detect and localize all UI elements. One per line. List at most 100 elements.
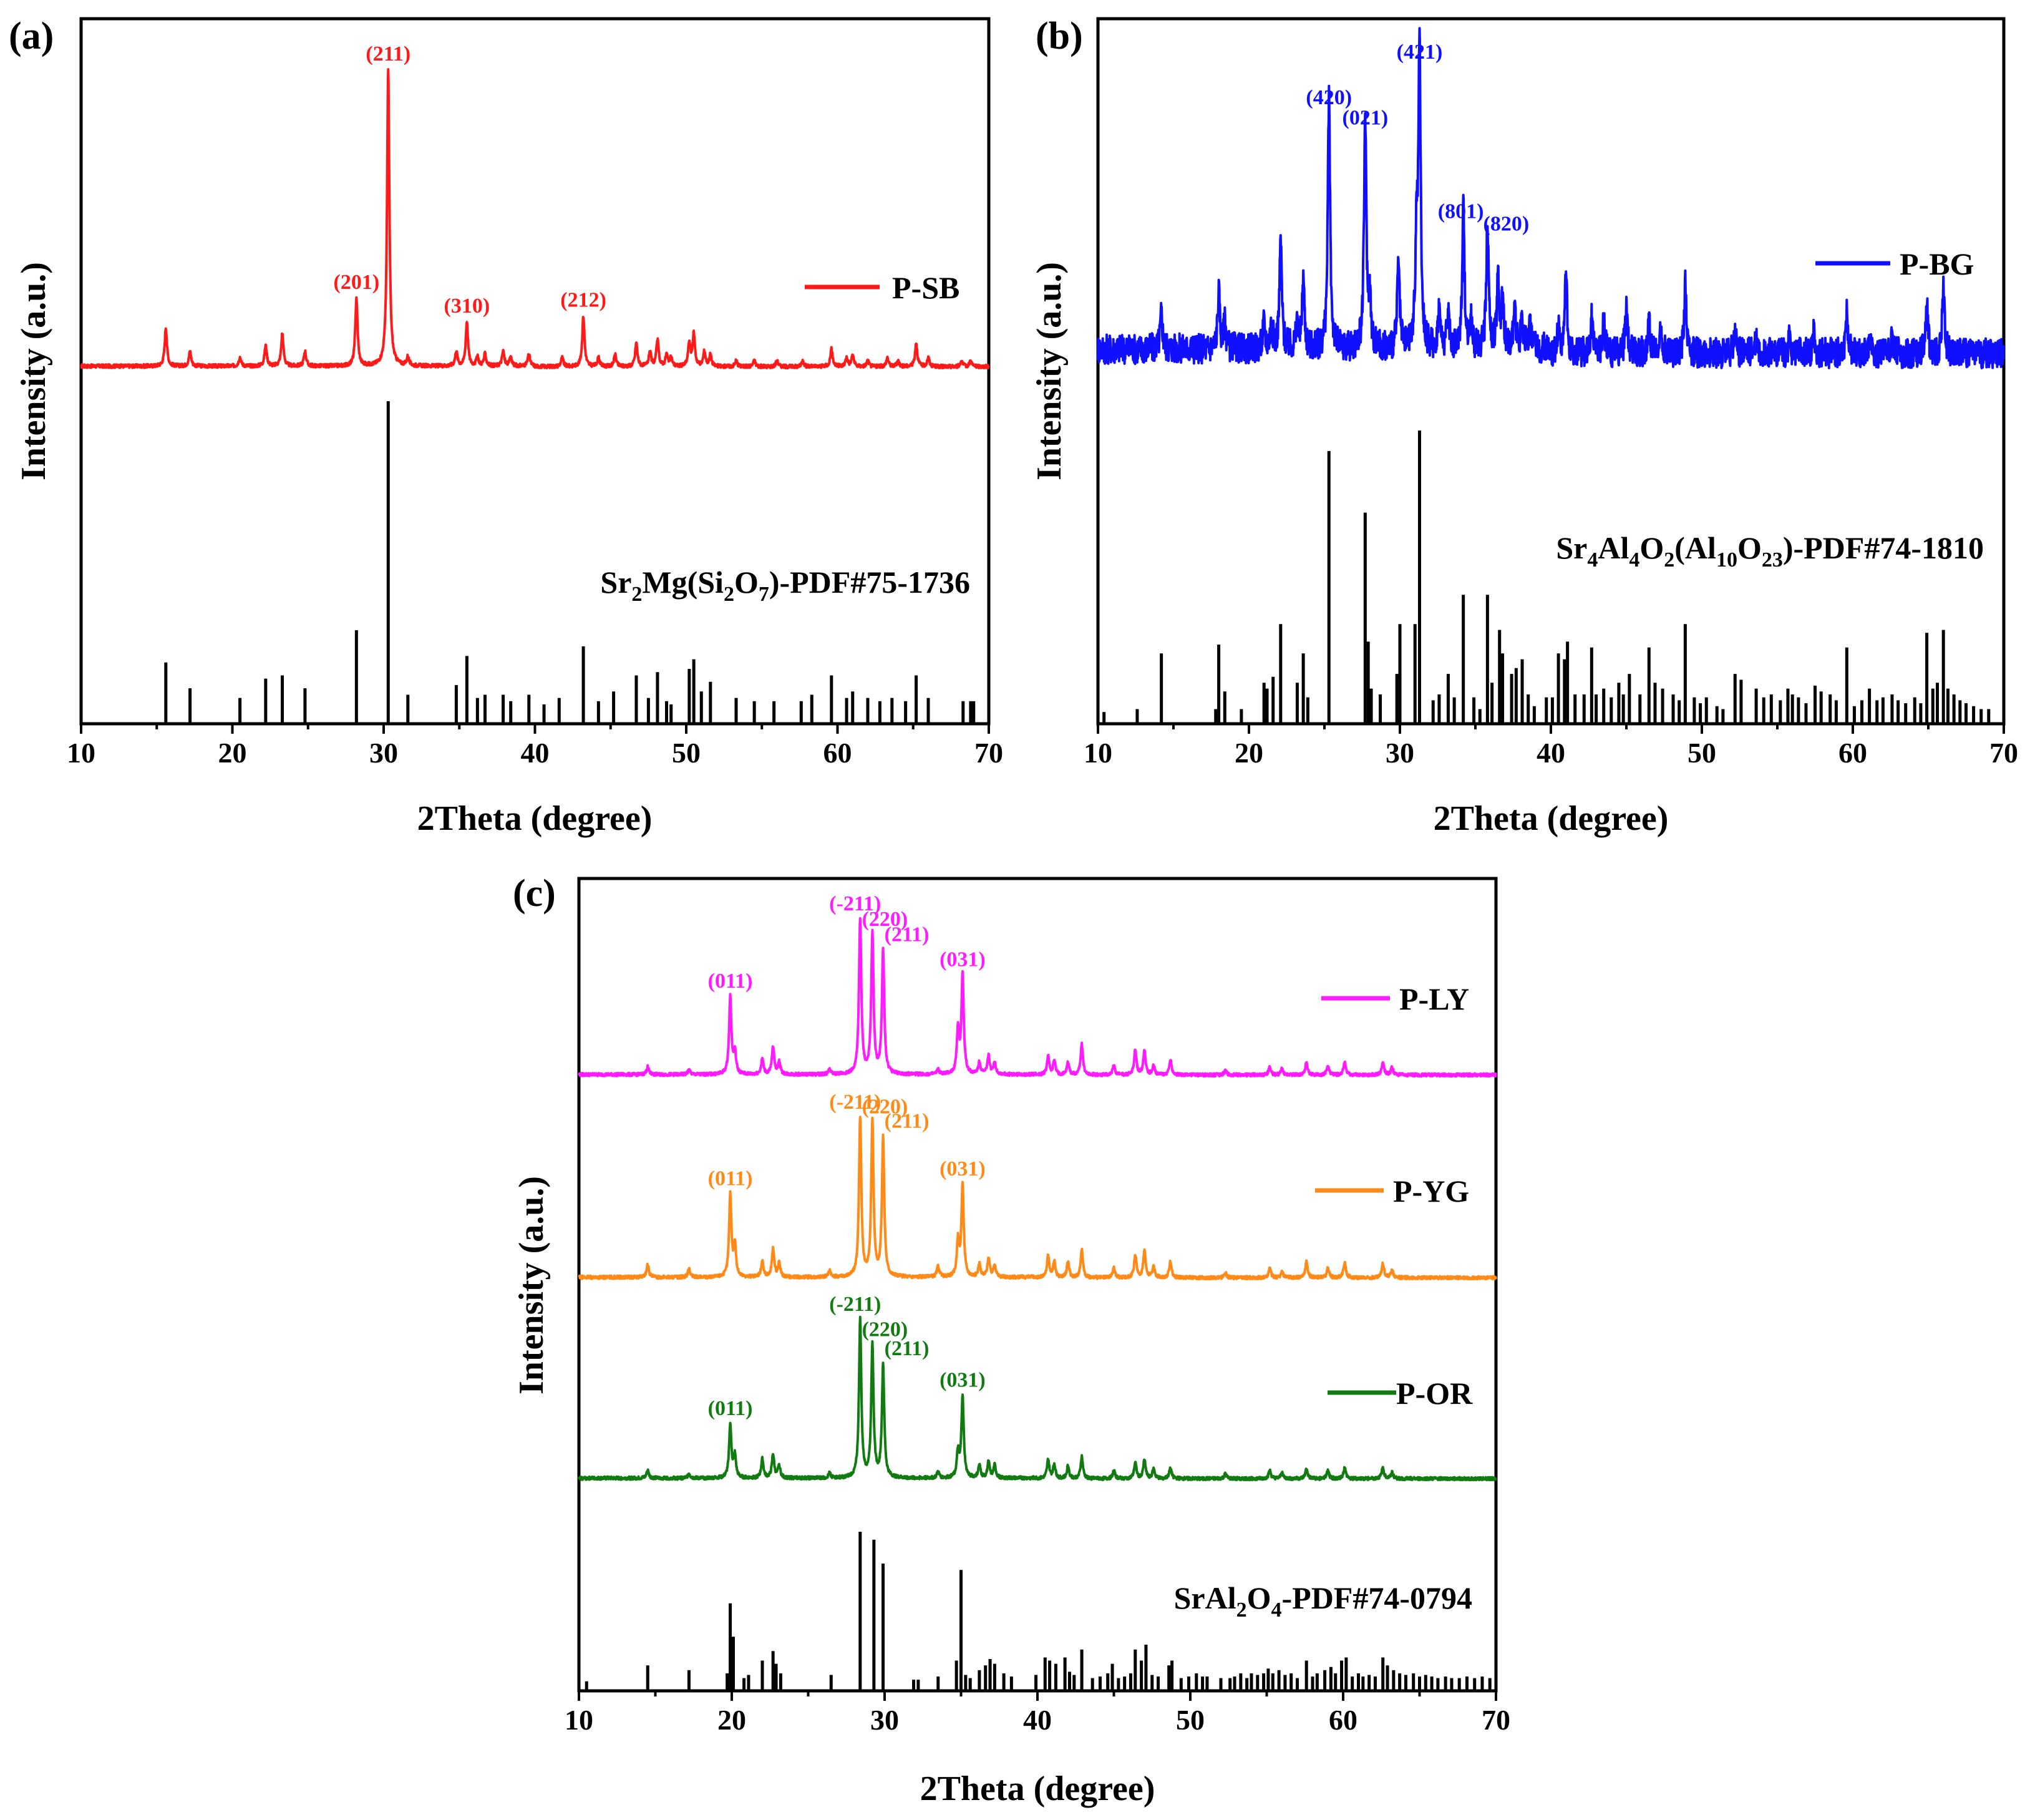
ref-label-part: 23	[1762, 548, 1783, 572]
panel-a: (a) 10 20 30 40 50 60 70 (211)(201)(310) (212) …	[9, 15, 1003, 838]
panel-b-y-axis-label: Intensity (a.u.)	[1030, 262, 1069, 480]
x-tick-label: 30	[369, 737, 398, 769]
x-tick-label: 70	[1989, 737, 2018, 769]
peak-label: (011)	[708, 1397, 753, 1420]
panel-a-legend: P-SB	[805, 270, 959, 305]
panel-c-legend: P-LY P-YG P-OR	[1315, 981, 1473, 1411]
peak-label: (201)	[334, 271, 380, 294]
peak-label: (220)	[862, 908, 908, 931]
x-tick-label: 70	[1482, 1704, 1510, 1736]
peak-label: (-211)	[829, 892, 881, 915]
series-line-p-or	[578, 1315, 1497, 1481]
panel-c-label: (c)	[513, 872, 556, 915]
x-tick-label: 60	[1838, 737, 1867, 769]
ref-label-part: Sr	[600, 565, 631, 600]
ref-label-part: 4	[1587, 548, 1598, 572]
ref-label-part: -PDF#74-0794	[1282, 1580, 1473, 1615]
panel-b-label: (b)	[1036, 15, 1083, 57]
panel-b-plot-frame	[1096, 17, 2006, 726]
peak-label: (031)	[940, 948, 986, 971]
panel-b-x-axis-label: 2Theta (degree)	[1434, 799, 1669, 838]
ref-label-part: Al	[1598, 530, 1629, 565]
ref-label-part: 2	[1236, 1599, 1247, 1622]
x-tick-label: 20	[1235, 737, 1263, 769]
x-tick-label: 50	[672, 737, 701, 769]
panel-b-x-ticks: 10 20 30 40 50 60 70	[1084, 724, 2018, 769]
x-tick-label: 40	[521, 737, 550, 769]
peak-label: (211)	[366, 42, 410, 66]
ref-label-part: 10	[1716, 548, 1737, 572]
ref-label-part: 2	[1664, 548, 1674, 572]
panel-b-legend-label-p-bg: P-BG	[1900, 246, 1974, 281]
panel-a-y-axis-label: Intensity (a.u.)	[14, 262, 53, 480]
peak-label: (-211)	[829, 1293, 881, 1316]
panel-c-y-axis-label: Intensity (a.u.)	[512, 1176, 551, 1394]
series-line-p-yg	[578, 1116, 1497, 1280]
x-tick-label: 10	[1084, 737, 1112, 769]
x-tick-label: 30	[870, 1704, 899, 1736]
ref-label-part: O	[1639, 530, 1664, 565]
panel-b: (b) 10 20 30 40 50 60 70 (420)(021)(421)(801)(…	[1030, 15, 2018, 838]
peak-label: (421)	[1397, 41, 1443, 64]
panel-c-marks: (011)(-211)(220)(211)(031)(011)(-211)(22…	[578, 892, 1497, 1691]
series-line-p-ly	[578, 917, 1497, 1078]
ref-label-part: Sr	[1556, 530, 1587, 565]
x-tick-label: 60	[823, 737, 852, 769]
panel-c-legend-label-p-or: P-OR	[1396, 1376, 1473, 1411]
x-tick-label: 50	[1176, 1704, 1205, 1736]
ref-label-part: 2	[724, 583, 734, 606]
ref-label-part: 4	[1629, 548, 1639, 572]
panel-c-x-axis-label: 2Theta (degree)	[920, 1769, 1155, 1808]
x-tick-label: 20	[717, 1704, 746, 1736]
x-tick-label: 60	[1329, 1704, 1357, 1736]
x-tick-label: 70	[974, 737, 1003, 769]
panel-c-legend-label-p-yg: P-YG	[1393, 1174, 1469, 1209]
ref-label-part: (Al	[1674, 530, 1716, 565]
panel-b-marks: (420)(021) (421) (801)(820)	[1097, 27, 2005, 724]
panel-c-legend-label-p-ly: P-LY	[1399, 981, 1469, 1016]
series-line-p-sb	[80, 68, 990, 369]
panel-c-reference-label: SrAl2O4-PDF#74-0794	[1174, 1580, 1472, 1622]
peak-label: (220)	[862, 1318, 908, 1341]
panel-a-reference-label: Sr2Mg(Si2O7)-PDF#75-1736	[600, 565, 970, 606]
x-tick-label: 10	[67, 737, 95, 769]
ref-label-part: O	[734, 565, 759, 600]
peak-label: (801)	[1438, 200, 1484, 223]
ref-label-part: )-PDF#75-1736	[769, 565, 970, 600]
panel-b-reference-label: Sr4Al4O2(Al10O23)-PDF#74-1810	[1556, 530, 1984, 572]
peak-label: (-211)	[829, 1091, 881, 1114]
ref-label-part: 2	[631, 583, 642, 606]
peak-label: (031)	[940, 1368, 986, 1391]
peak-label: (211)	[885, 1337, 930, 1360]
ref-label-part: 7	[759, 583, 769, 606]
peak-label: (021)	[1343, 106, 1389, 129]
peak-label: (220)	[862, 1096, 908, 1119]
x-tick-label: 30	[1386, 737, 1414, 769]
x-tick-label: 10	[565, 1704, 593, 1736]
peak-label: (310)	[444, 294, 490, 318]
panel-a-plot-frame	[79, 17, 991, 726]
ref-label-part: 4	[1271, 1599, 1282, 1622]
x-tick-label: 20	[218, 737, 247, 769]
panel-c: (c) 10 20 30 40 50 60 70 (011)(-211)(220)(211)…	[512, 872, 1510, 1808]
panel-a-x-ticks: 10 20 30 40 50 60 70	[67, 724, 1003, 769]
peak-label: (820)	[1484, 213, 1530, 236]
ref-label-part: SrAl	[1174, 1580, 1236, 1615]
peak-label: (011)	[708, 970, 753, 993]
ref-label-part: O	[1737, 530, 1762, 565]
x-tick-label: 40	[1023, 1704, 1052, 1736]
peak-label: (031)	[940, 1157, 986, 1180]
panel-a-label: (a)	[9, 15, 54, 57]
peak-label: (420)	[1306, 86, 1352, 109]
panel-b-legend: P-BG	[1815, 246, 1974, 281]
ref-label-part: O	[1247, 1580, 1271, 1615]
panel-a-x-axis-label: 2Theta (degree)	[417, 799, 653, 838]
x-tick-label: 50	[1688, 737, 1716, 769]
panel-a-marks: (211) (201) (310) (212)	[80, 42, 990, 724]
ref-label-part: Mg(Si	[642, 565, 724, 600]
x-tick-label: 40	[1537, 737, 1565, 769]
peak-label: (011)	[708, 1167, 753, 1190]
series-line-p-bg	[1097, 27, 2005, 369]
peak-label: (211)	[885, 1110, 930, 1133]
ref-label-part: )-PDF#74-1810	[1783, 530, 1984, 565]
